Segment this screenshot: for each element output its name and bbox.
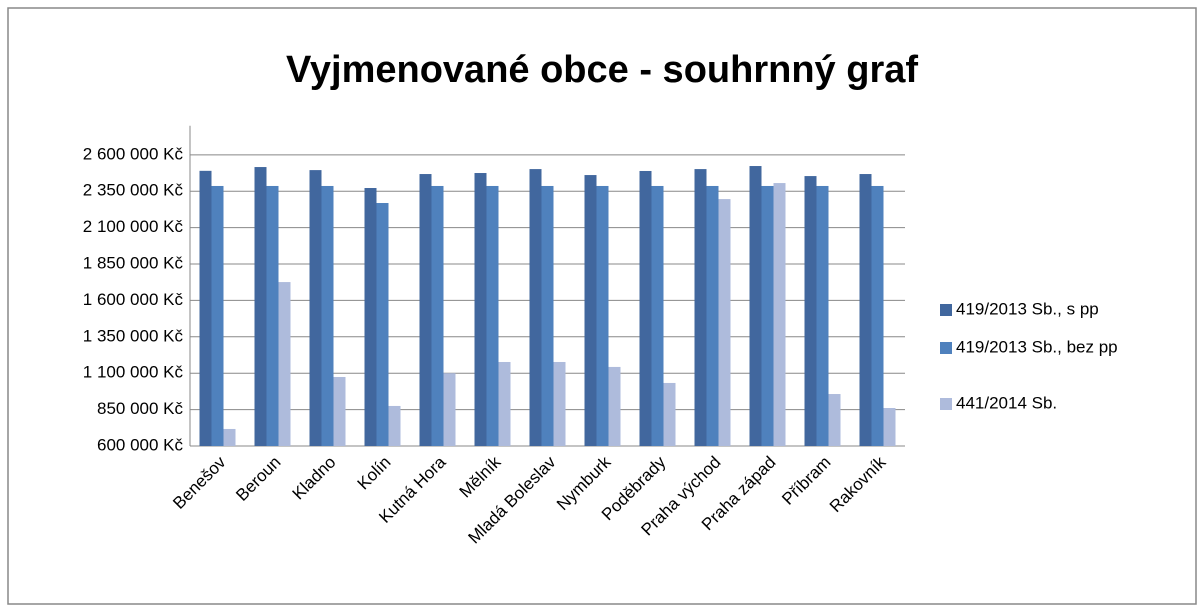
bar [486, 185, 499, 446]
y-tick-label: 850 000 Kč [97, 399, 184, 418]
bar [828, 394, 841, 446]
bar [651, 185, 664, 446]
bar [871, 185, 884, 446]
y-tick-label: 2 100 000 Kč [83, 217, 184, 236]
bar [529, 169, 542, 446]
y-tick-label: 2 600 000 Kč [83, 144, 184, 163]
bar [694, 169, 707, 446]
bar [749, 166, 762, 446]
bar [333, 376, 346, 446]
bar [706, 185, 719, 446]
bar [498, 361, 511, 446]
legend-label: 441/2014 Sb. [956, 393, 1057, 412]
bar [596, 185, 609, 446]
bar [639, 170, 652, 447]
chart-title: Vyjmenované obce - souhrnný graf [286, 49, 918, 91]
bar [199, 170, 212, 446]
y-tick-label: 600 000 Kč [97, 435, 184, 454]
bar [364, 188, 377, 446]
bar [663, 382, 676, 446]
bar [608, 366, 621, 446]
bar [816, 185, 829, 446]
y-tick-label: 1 100 000 Kč [83, 363, 184, 382]
bar [266, 185, 279, 446]
y-tick-label: 1 600 000 Kč [83, 290, 184, 309]
y-tick-label: 1 350 000 Kč [83, 326, 184, 345]
legend-swatch [940, 342, 952, 354]
y-tick-label: 1 850 000 Kč [83, 253, 184, 272]
bar [553, 361, 566, 446]
bar [584, 175, 597, 447]
bar [309, 170, 322, 446]
bar [431, 185, 444, 446]
bar [254, 167, 267, 446]
bar [376, 203, 389, 446]
bar [804, 176, 817, 446]
bar [223, 428, 236, 446]
legend-swatch [940, 398, 952, 410]
bar [321, 185, 334, 446]
bar [474, 173, 487, 447]
bar [278, 282, 291, 446]
bar [443, 373, 456, 446]
bar [419, 174, 432, 446]
legend-label: 419/2013 Sb., bez pp [956, 337, 1118, 356]
bar [761, 185, 774, 446]
legend-label: 419/2013 Sb., s pp [956, 299, 1099, 318]
bar [883, 408, 896, 446]
bar [773, 183, 786, 447]
bar [211, 185, 224, 446]
bar [388, 405, 401, 446]
bar [718, 199, 731, 446]
y-tick-label: 2 350 000 Kč [83, 181, 184, 200]
bar [541, 185, 554, 446]
legend-swatch [940, 304, 952, 316]
bar [859, 174, 872, 446]
